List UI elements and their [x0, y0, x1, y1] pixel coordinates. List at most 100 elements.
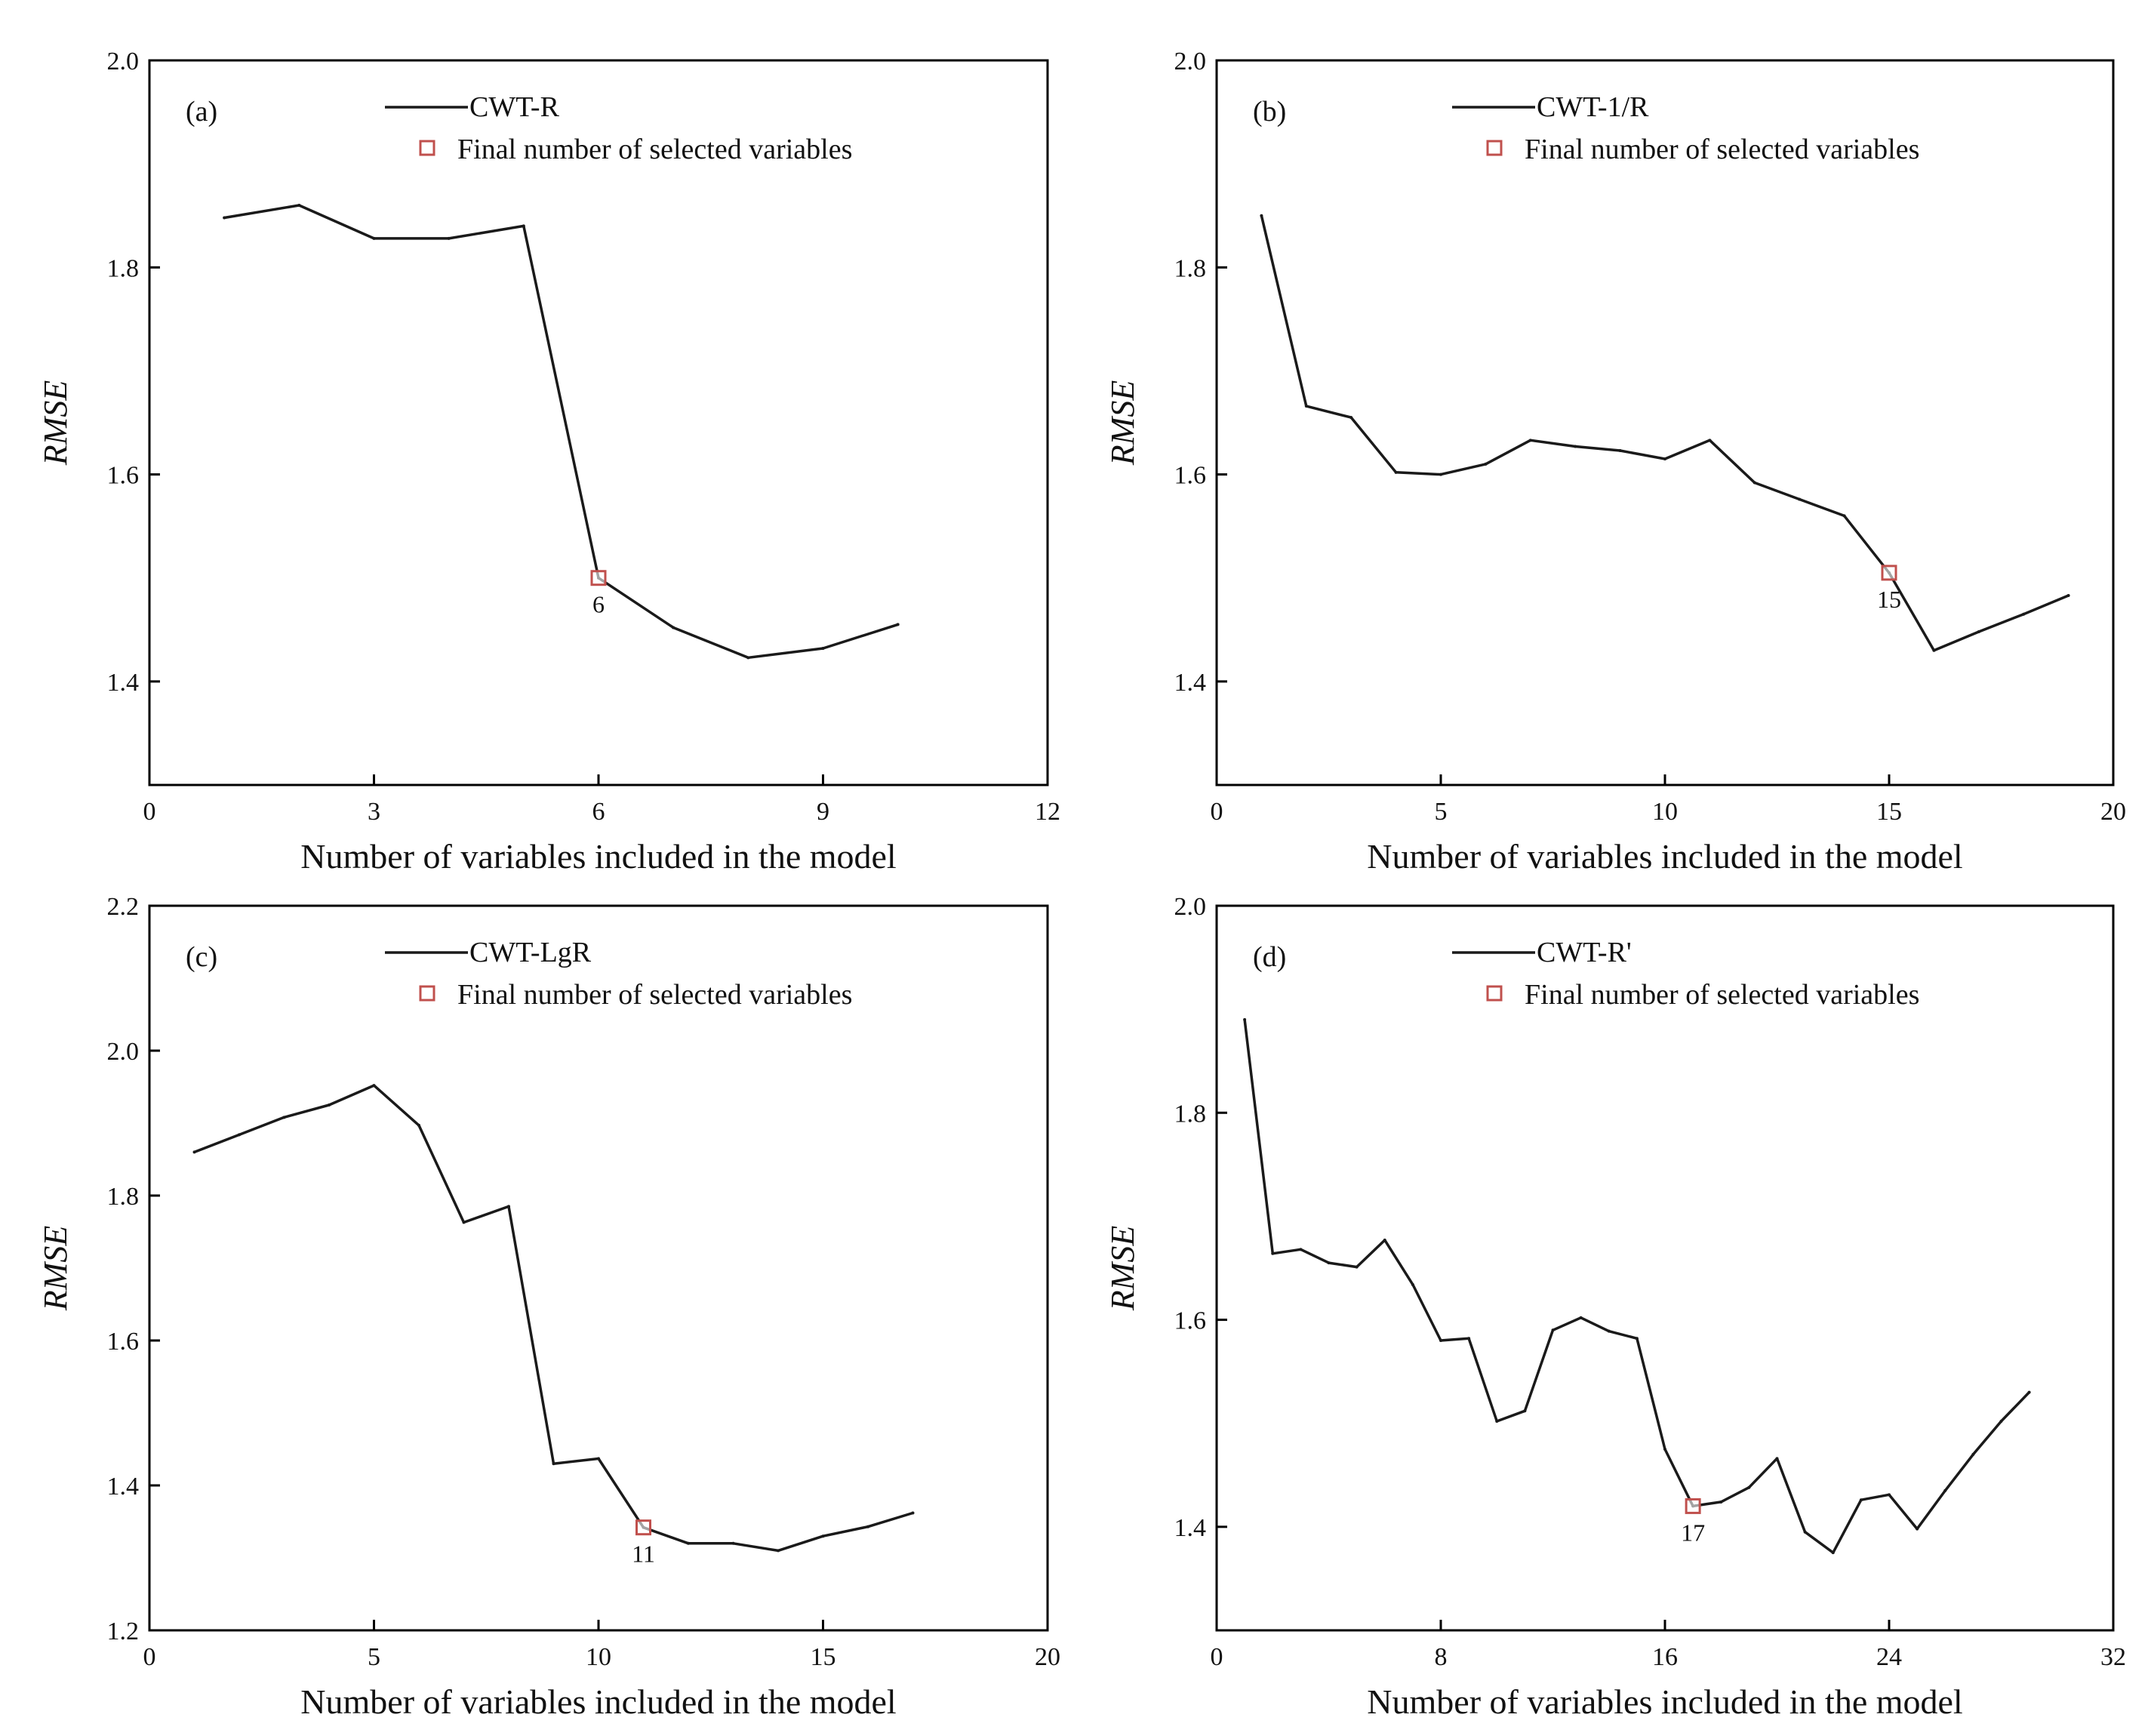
y-tick-label: 2.0 — [1174, 48, 1207, 75]
data-point — [1752, 481, 1756, 485]
y-tick-label: 1.8 — [1174, 1100, 1207, 1128]
legend-marker-swatch — [1486, 140, 1503, 156]
selected-point-label: 15 — [1877, 586, 1901, 613]
x-tick-label: 16 — [1652, 1643, 1678, 1671]
legend-series-label: CWT-LgR — [469, 937, 592, 968]
data-point — [1943, 1488, 1947, 1492]
x-tick-label: 0 — [1211, 798, 1223, 826]
selected-marker — [635, 1519, 651, 1536]
data-point — [1618, 449, 1622, 453]
x-tick-label: 5 — [368, 1643, 380, 1671]
x-tick-label: 5 — [1435, 798, 1448, 826]
selected-marker — [590, 570, 607, 586]
legend-marker-label: Final number of selected variables — [1525, 134, 1919, 165]
data-point — [687, 1541, 690, 1545]
data-point — [1708, 439, 1712, 442]
panel-b: 0 5 10 15 20 1.4 1.6 1.8 2.0 Number of variables … — [1104, 48, 2126, 876]
x-tick-label: 10 — [586, 1643, 611, 1671]
data-point — [1842, 514, 1846, 518]
data-point — [777, 1549, 780, 1553]
y-tick-label: 1.4 — [107, 1473, 140, 1501]
data-point — [1439, 1339, 1442, 1342]
data-point — [1859, 1498, 1863, 1502]
panel-tag: (b) — [1253, 96, 1286, 128]
y-tick-label: 2.0 — [107, 1038, 140, 1066]
data-point — [1271, 1251, 1275, 1255]
data-point — [1523, 1409, 1527, 1413]
data-point — [1803, 1530, 1807, 1534]
data-point — [1916, 1527, 1919, 1531]
data-point — [597, 1457, 600, 1461]
y-tick-label: 1.8 — [107, 1183, 140, 1211]
data-point — [1999, 1419, 2003, 1423]
y-axis-title: RMSE — [37, 1226, 74, 1312]
data-point — [896, 623, 900, 626]
x-tick-label: 0 — [1211, 1643, 1223, 1671]
data-point — [1467, 1337, 1471, 1340]
y-tick-label: 1.6 — [1174, 1307, 1207, 1335]
data-point — [238, 1133, 241, 1137]
x-tick-label: 32 — [2100, 1643, 2126, 1671]
y-axis-title: RMSE — [1104, 1226, 1141, 1312]
selected-point-label: 17 — [1681, 1519, 1705, 1546]
y-axis-title: RMSE — [37, 380, 74, 466]
data-point — [1719, 1500, 1723, 1504]
data-point — [1304, 405, 1308, 408]
data-point — [2066, 594, 2070, 598]
legend-marker-label: Final number of selected variables — [457, 134, 852, 165]
series-line — [1260, 215, 2069, 652]
data-point — [821, 646, 825, 650]
data-point — [1574, 445, 1577, 448]
panel-tag: (a) — [186, 96, 217, 128]
plot-frame — [1215, 904, 2115, 1632]
data-point — [1327, 1261, 1331, 1265]
data-point — [1663, 457, 1666, 460]
plot-frame — [148, 904, 1049, 1632]
legend-marker-swatch — [419, 140, 435, 156]
x-tick-label: 10 — [1652, 798, 1678, 826]
x-tick-label: 20 — [2100, 798, 2126, 826]
panel-a: 0 3 6 9 12 1.4 1.6 1.8 2.0 Number of variables in… — [37, 48, 1060, 876]
data-point — [1394, 470, 1398, 474]
x-tick-label: 6 — [592, 798, 605, 826]
data-point — [1831, 1551, 1835, 1555]
data-point — [821, 1534, 825, 1538]
panel-d: 0 8 16 24 32 1.4 1.6 1.8 2.0 Number of variables … — [1104, 893, 2126, 1721]
data-point — [1495, 1419, 1499, 1423]
data-point — [507, 1205, 510, 1208]
y-tick-label: 1.4 — [1174, 1514, 1207, 1542]
data-point — [1798, 497, 1802, 501]
data-point — [1977, 630, 1980, 634]
data-point — [1528, 439, 1532, 442]
plot-frame — [148, 59, 1049, 786]
x-tick-label: 3 — [368, 798, 380, 826]
data-point — [192, 1150, 196, 1154]
series-line — [193, 1084, 914, 1553]
y-axis-title: RMSE — [1104, 380, 1141, 466]
legend-marker-label: Final number of selected variables — [1525, 979, 1919, 1011]
x-tick-label: 0 — [143, 1643, 156, 1671]
data-point — [1551, 1328, 1555, 1332]
data-point — [297, 204, 301, 207]
data-point — [1484, 462, 1488, 466]
y-tick-label: 1.8 — [1174, 254, 1207, 282]
data-point — [911, 1511, 915, 1515]
series-line — [223, 204, 899, 660]
data-point — [866, 1525, 869, 1528]
y-tick-label: 1.2 — [107, 1617, 140, 1645]
selected-marker — [1881, 565, 1897, 581]
selected-point-label: 6 — [592, 591, 605, 618]
data-point — [1607, 1329, 1611, 1333]
y-tick-label: 2.0 — [1174, 893, 1207, 921]
data-point — [1355, 1265, 1359, 1269]
data-point — [282, 1116, 286, 1119]
data-point — [417, 1123, 420, 1127]
data-point — [1932, 648, 1936, 652]
x-axis-title: Number of variables included in the mode… — [1367, 837, 1962, 876]
data-point — [1635, 1337, 1639, 1340]
panel-tag: (d) — [1253, 941, 1286, 973]
data-point — [1747, 1485, 1751, 1489]
x-tick-label: 0 — [143, 798, 156, 826]
data-point — [1383, 1238, 1386, 1242]
